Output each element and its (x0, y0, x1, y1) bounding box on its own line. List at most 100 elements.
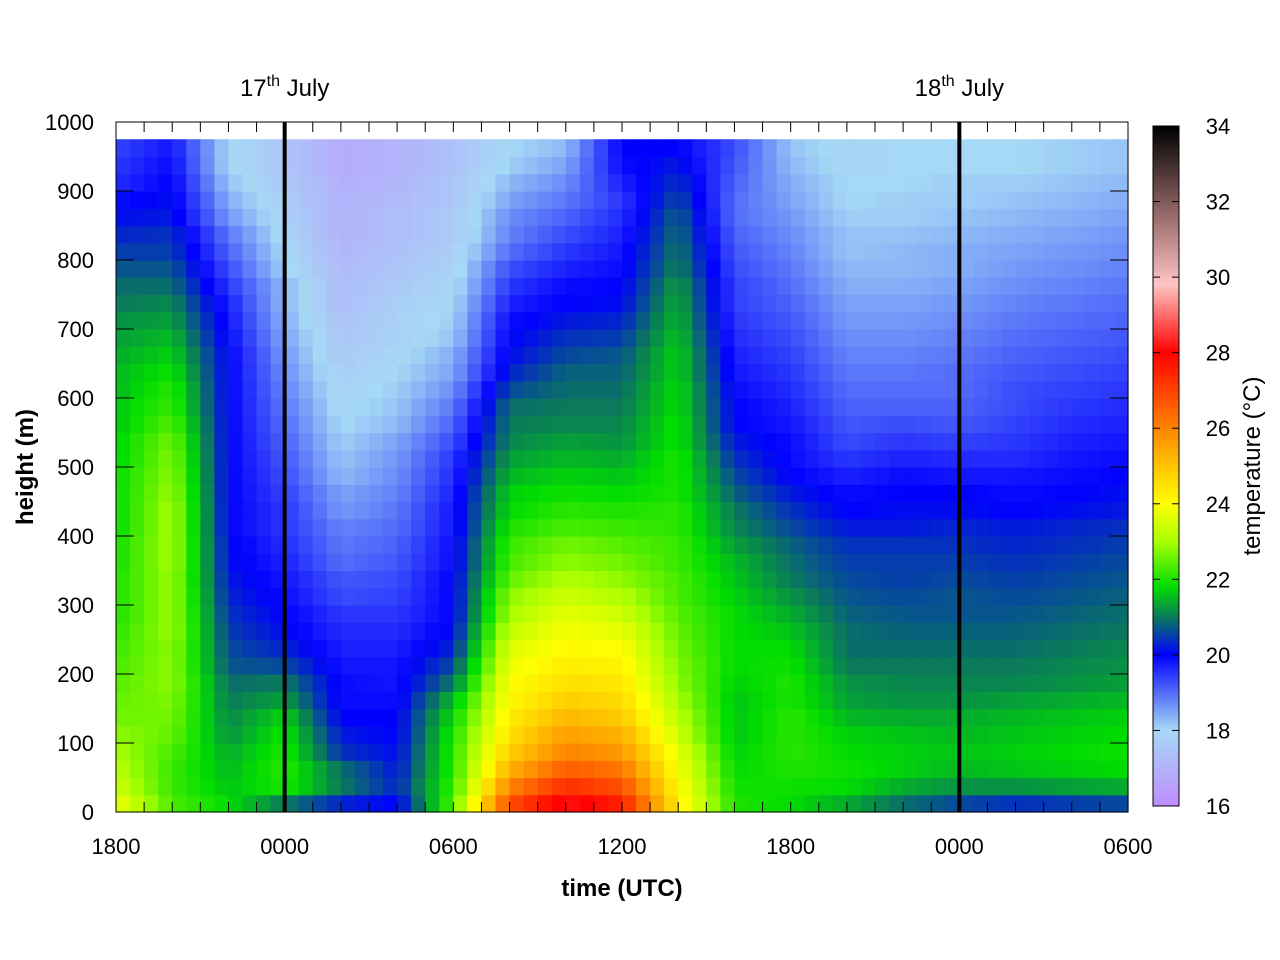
heatmap-cell (228, 294, 244, 313)
heatmap-cell (860, 432, 876, 451)
heatmap-cell (607, 760, 623, 779)
heatmap-cell (664, 432, 679, 451)
heatmap-cell (650, 743, 665, 761)
heatmap-cell (1071, 725, 1087, 744)
heatmap-cell (917, 191, 932, 209)
heatmap-cell (748, 674, 764, 692)
heatmap-cell (172, 432, 187, 451)
heatmap-cell (481, 139, 497, 158)
heatmap-cell (903, 656, 918, 675)
heatmap-cell (158, 708, 173, 727)
heatmap-cell (762, 518, 778, 537)
heatmap-cell (200, 587, 215, 606)
heatmap-cell (1071, 346, 1087, 365)
heatmap-cell (692, 605, 707, 623)
heatmap-cell (537, 708, 553, 727)
heatmap-cell (228, 363, 244, 382)
heatmap-cell (1001, 449, 1017, 468)
heatmap-cell (326, 139, 342, 158)
heatmap-cell (1099, 311, 1115, 330)
heatmap-cell (537, 329, 553, 347)
heatmap-cell (551, 691, 567, 710)
heatmap-cell (762, 191, 778, 209)
heatmap-cell (748, 743, 764, 761)
heatmap-cell (945, 725, 960, 744)
heatmap-cell (340, 173, 356, 192)
heatmap-cell (622, 380, 637, 399)
heatmap-cell (467, 294, 483, 313)
heatmap-cell (481, 777, 497, 796)
heatmap-cell (1001, 777, 1017, 796)
heatmap-cell (762, 674, 778, 692)
heatmap-cell (678, 260, 693, 278)
heatmap-cell (860, 260, 876, 278)
heatmap-cell (945, 260, 960, 278)
heatmap-cell (860, 622, 876, 641)
heatmap-cell (917, 743, 932, 761)
heatmap-cell (973, 398, 989, 416)
heatmap-cell (312, 311, 328, 330)
heatmap-cell (340, 329, 356, 347)
heatmap-cell (1113, 656, 1129, 675)
heatmap-cell (116, 380, 131, 399)
heatmap-cell (1057, 760, 1073, 779)
heatmap-cell (1071, 777, 1087, 796)
heatmap-cell (397, 329, 412, 347)
heatmap-cell (242, 398, 258, 416)
heatmap-cell (270, 794, 286, 813)
heatmap-cell (186, 639, 201, 658)
heatmap-cell (312, 725, 328, 744)
heatmap-cell (186, 432, 201, 451)
heatmap-cell (551, 156, 567, 175)
heatmap-cell (354, 398, 370, 416)
heatmap-cell (664, 208, 679, 227)
heatmap-cell (397, 242, 412, 261)
colorbar-tick-label: 30 (1206, 265, 1230, 290)
heatmap-cell (116, 570, 131, 589)
heatmap-cell (636, 242, 651, 261)
heatmap-cell (354, 294, 370, 313)
heatmap-cell (903, 173, 918, 192)
heatmap-cell (200, 467, 215, 485)
heatmap-cell (1029, 225, 1045, 244)
heatmap-cell (411, 691, 426, 710)
heatmap-cell (383, 242, 398, 261)
heatmap-cell (650, 329, 665, 347)
heatmap-cell (734, 380, 750, 399)
heatmap-cell (1001, 225, 1017, 244)
heatmap-cell (1071, 191, 1087, 209)
heatmap-cell (706, 363, 721, 382)
heatmap-cell (383, 536, 398, 554)
heatmap-cell (284, 605, 300, 623)
heatmap-cell (565, 725, 581, 744)
heatmap-cell (481, 605, 497, 623)
heatmap-cell (326, 242, 342, 261)
heatmap-cell (158, 484, 173, 503)
heatmap-cell (565, 501, 581, 520)
heatmap-cell (804, 536, 820, 554)
heatmap-cell (242, 294, 258, 313)
heatmap-cell (200, 242, 215, 261)
heatmap-cell (1099, 346, 1115, 365)
heatmap-cell (270, 380, 286, 399)
heatmap-cell (636, 656, 651, 675)
heatmap-cell (523, 208, 539, 227)
heatmap-cell (593, 242, 609, 261)
heatmap-cell (650, 674, 665, 692)
heatmap-cell (762, 467, 778, 485)
heatmap-cell (242, 139, 258, 158)
heatmap-cell (256, 674, 272, 692)
heatmap-cell (551, 191, 567, 209)
heatmap-cell (903, 605, 918, 623)
heatmap-cell (579, 743, 595, 761)
heatmap-cell (917, 380, 932, 399)
heatmap-cell (678, 536, 693, 554)
heatmap-cell (298, 449, 314, 468)
heatmap-cell (214, 277, 230, 296)
heatmap-cell (256, 449, 272, 468)
heatmap-cell (481, 501, 497, 520)
heatmap-cell (551, 743, 567, 761)
heatmap-cell (889, 518, 904, 537)
heatmap-cell (340, 294, 356, 313)
heatmap-cell (846, 553, 862, 572)
